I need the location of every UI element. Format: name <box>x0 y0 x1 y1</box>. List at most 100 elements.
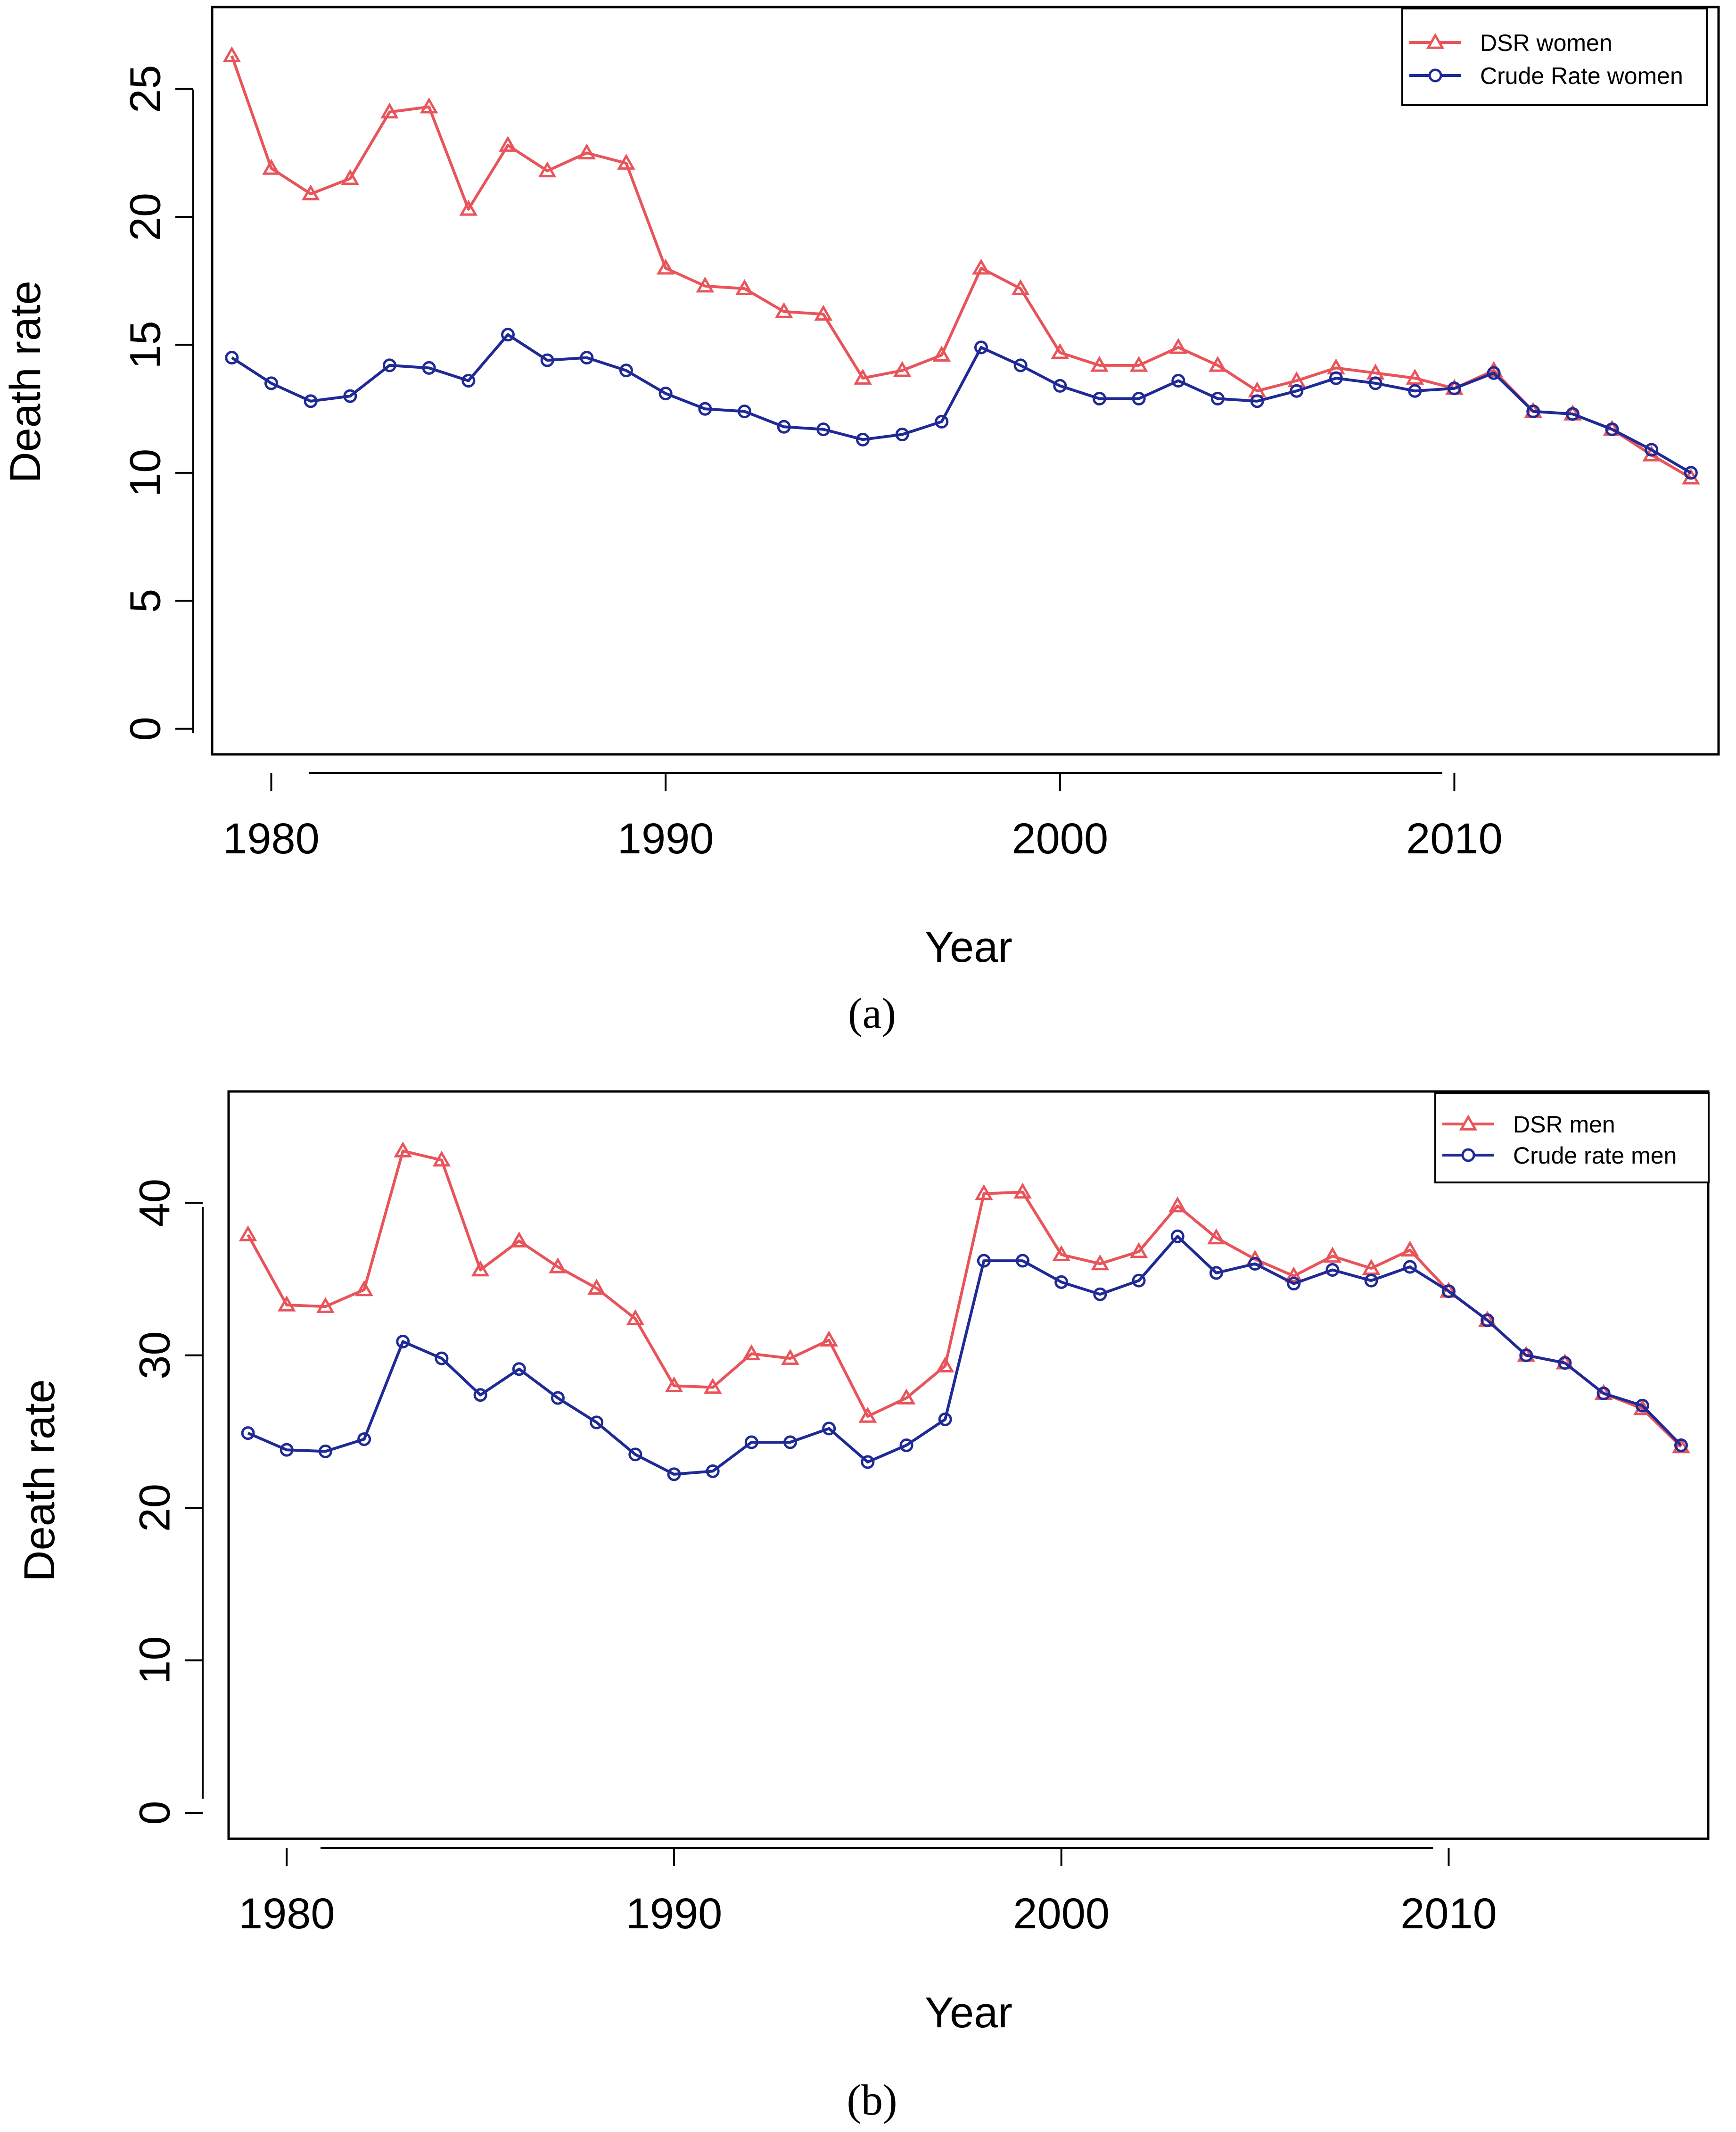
point-crude-rate-women-2008 <box>1368 376 1382 390</box>
caption-b: (b) <box>847 2076 897 2124</box>
caption-a: (a) <box>848 989 896 1037</box>
point-dsr-women-1985 <box>459 199 478 216</box>
point-dsr-men-2007 <box>1323 1247 1342 1263</box>
point-crude-rate-men-2002 <box>1132 1273 1146 1288</box>
point-dsr-women-1994 <box>814 305 833 321</box>
point-crude-rate-men-1988 <box>590 1415 604 1430</box>
point-crude-rate-men-1980 <box>280 1443 294 1457</box>
legend-label-crude-women: Crude Rate women <box>1480 63 1683 89</box>
series-line-dsr-men <box>247 1149 1682 1448</box>
chart-panel-a: 1980 1990 2000 2010 0 5 10 15 20 25 Year Death r… <box>1 6 1720 1037</box>
x-tick-label-2010: 2010 <box>1406 815 1503 863</box>
point-dsr-men-1990 <box>665 1376 683 1393</box>
point-crude-rate-men-1993 <box>783 1435 798 1449</box>
point-crude-rate-women-1984 <box>422 361 436 375</box>
point-dsr-men-1983 <box>394 1141 412 1157</box>
point-crude-rate-men-1997 <box>938 1412 952 1426</box>
point-dsr-women-2000 <box>1051 343 1070 359</box>
point-crude-rate-men-2005 <box>1248 1257 1262 1271</box>
point-crude-rate-women-1987 <box>540 353 554 367</box>
point-crude-rate-men-2014 <box>1596 1386 1611 1400</box>
y-tick-label-10: 10 <box>121 449 169 497</box>
chart-b-svg: 1980 1990 2000 2010 0 10 20 30 40 Year Death ra… <box>16 1090 1710 2124</box>
point-dsr-women-1983 <box>380 102 399 119</box>
legend-swatch-marker-dsr-women <box>1426 33 1445 49</box>
legend-label-dsr-women: DSR women <box>1480 30 1613 56</box>
point-crude-rate-women-1982 <box>343 389 357 403</box>
y-tick-label-0: 0 <box>121 717 169 741</box>
x-tick-label-1990: 1990 <box>617 815 714 863</box>
point-crude-rate-women-2014 <box>1605 422 1619 437</box>
y-tick-label-10: 10 <box>131 1636 179 1684</box>
point-dsr-women-1979 <box>222 46 241 62</box>
point-crude-rate-women-2015 <box>1645 443 1659 457</box>
point-crude-rate-men-1986 <box>512 1362 526 1376</box>
y-axis-title-b: Death rate <box>16 1379 64 1582</box>
axes-a: 1980 1990 2000 2010 0 5 10 15 20 25 <box>121 65 1502 863</box>
point-crude-rate-men-1984 <box>435 1351 449 1365</box>
legend-label-crude-men: Crude rate men <box>1513 1142 1677 1169</box>
point-crude-rate-men-1981 <box>318 1444 332 1458</box>
point-crude-rate-women-1990 <box>658 387 673 401</box>
point-crude-rate-women-1986 <box>501 328 515 342</box>
y-tick-label-40: 40 <box>131 1179 179 1227</box>
point-dsr-men-1984 <box>432 1150 451 1167</box>
point-crude-rate-men-2008 <box>1364 1273 1378 1288</box>
point-crude-rate-men-2012 <box>1519 1348 1533 1363</box>
y-tick-label-20: 20 <box>121 193 169 241</box>
x-axis-title-b: Year <box>925 1989 1012 2037</box>
legend-box-b <box>1434 1092 1710 1183</box>
point-crude-rate-women-1995 <box>856 432 870 446</box>
point-crude-rate-men-1985 <box>473 1388 487 1402</box>
series-b <box>239 1141 1690 1481</box>
point-dsr-women-1999 <box>1011 279 1030 295</box>
point-crude-rate-women-2004 <box>1210 391 1225 405</box>
point-dsr-men-1979 <box>239 1225 257 1241</box>
point-dsr-women-1984 <box>420 97 438 114</box>
x-tick-label-1980: 1980 <box>239 1890 335 1938</box>
point-crude-rate-women-2006 <box>1290 384 1304 398</box>
point-crude-rate-men-1987 <box>551 1391 565 1405</box>
point-dsr-men-2002 <box>1129 1242 1148 1258</box>
axes-b: 1980 1990 2000 2010 0 10 20 30 40 <box>131 1179 1497 1938</box>
point-crude-rate-men-1995 <box>861 1455 875 1469</box>
point-crude-rate-women-2005 <box>1250 394 1264 408</box>
point-dsr-men-2008 <box>1362 1259 1381 1275</box>
point-crude-rate-men-2013 <box>1558 1356 1572 1370</box>
point-dsr-women-1988 <box>577 143 596 160</box>
point-crude-rate-women-1980 <box>264 376 278 390</box>
x-ticks-b: 1980 1990 2000 2010 <box>239 1848 1497 1938</box>
x-ticks-a: 1980 1990 2000 2010 <box>223 773 1503 863</box>
x-axis-title-a: Year <box>925 923 1012 971</box>
point-crude-rate-women-2012 <box>1526 405 1540 419</box>
point-dsr-women-1995 <box>854 369 872 385</box>
point-crude-rate-men-2009 <box>1403 1260 1417 1274</box>
point-dsr-men-1993 <box>781 1349 799 1365</box>
point-dsr-women-1993 <box>774 302 793 318</box>
point-crude-rate-women-1999 <box>1013 358 1028 372</box>
plot-frame-b <box>227 1090 1710 1840</box>
point-dsr-women-1998 <box>972 258 990 275</box>
series-line-crude-rate-men <box>247 1235 1682 1476</box>
point-crude-rate-men-2010 <box>1441 1284 1456 1298</box>
point-dsr-men-2001 <box>1091 1254 1110 1271</box>
chart-panel-b: 1980 1990 2000 2010 0 10 20 30 40 Year Death ra… <box>0 1066 1736 2132</box>
point-crude-rate-men-1992 <box>744 1435 758 1449</box>
legend-a: DSR women Crude Rate women <box>1401 8 1708 106</box>
point-crude-rate-women-1989 <box>619 364 633 378</box>
point-crude-rate-men-1983 <box>396 1334 410 1348</box>
point-dsr-men-1994 <box>820 1330 838 1347</box>
point-crude-rate-women-2013 <box>1565 407 1580 421</box>
point-crude-rate-women-1991 <box>698 402 712 416</box>
point-dsr-men-1997 <box>936 1356 954 1372</box>
chart-a-svg: 1980 1990 2000 2010 0 5 10 15 20 25 Year Death r… <box>1 6 1720 1037</box>
point-crude-rate-women-2011 <box>1487 366 1501 380</box>
point-dsr-men-1981 <box>316 1297 335 1313</box>
point-crude-rate-women-1983 <box>382 358 396 372</box>
point-crude-rate-women-1998 <box>974 340 988 355</box>
y-tick-label-25: 25 <box>121 65 169 113</box>
point-dsr-men-1980 <box>277 1295 296 1312</box>
y-tick-label-15: 15 <box>121 321 169 369</box>
point-crude-rate-men-1979 <box>241 1426 255 1440</box>
point-dsr-men-2003 <box>1168 1196 1187 1213</box>
